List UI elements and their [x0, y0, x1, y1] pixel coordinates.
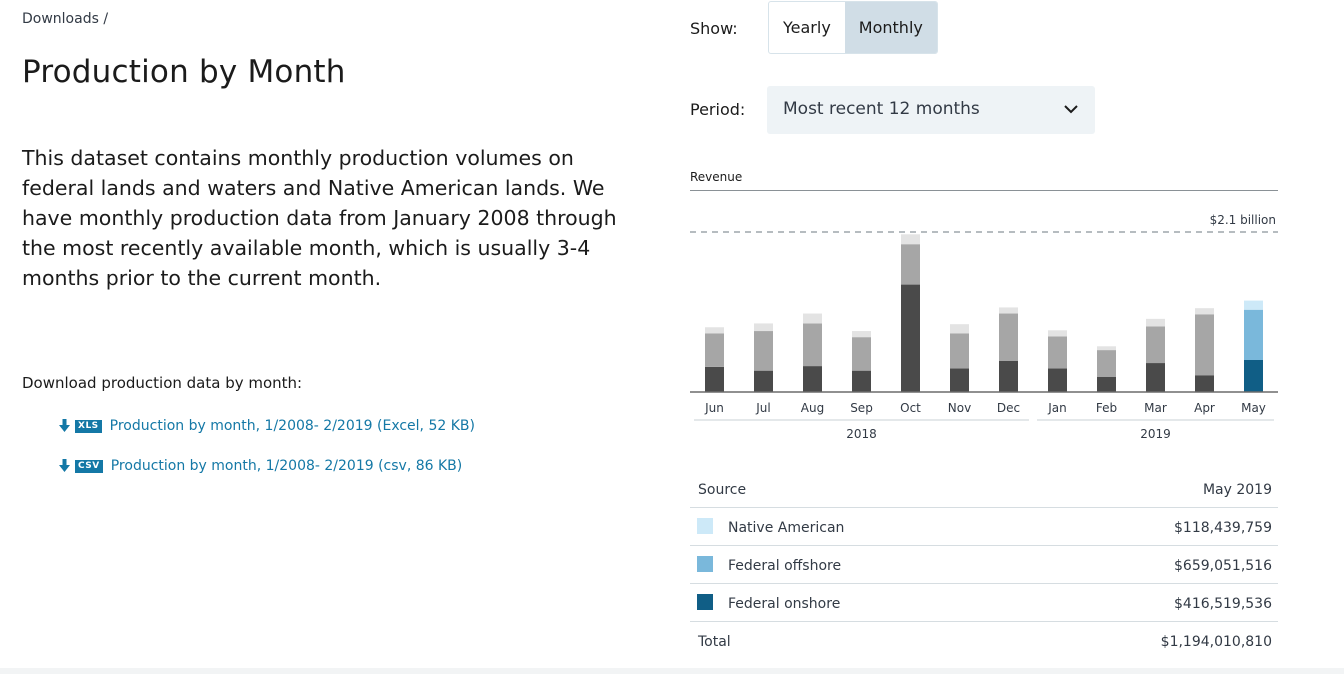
- download-heading: Download production data by month:: [22, 374, 303, 392]
- table-row: Native American $118,439,759: [690, 508, 1278, 546]
- federal-offshore-swatch: [697, 556, 713, 572]
- download-csv-link[interactable]: CSV Production by month, 1/2008- 2/2019 …: [59, 458, 462, 474]
- bar-apr-federal-offshore[interactable]: [1195, 314, 1214, 376]
- table-row: Federal offshore $659,051,516: [690, 546, 1278, 584]
- table-header: Source May 2019: [690, 470, 1278, 508]
- x-tick-label: Jul: [755, 401, 770, 415]
- bar-feb-federal-onshore[interactable]: [1097, 376, 1116, 392]
- download-csv-label[interactable]: Production by month, 1/2008- 2/2019 (csv…: [110, 458, 463, 474]
- bar-sep-federal-offshore[interactable]: [852, 337, 871, 371]
- total-value: $1,194,010,810: [1160, 634, 1272, 650]
- show-label: Show:: [690, 19, 738, 38]
- revenue-table: Source May 2019 Native American $118,439…: [690, 470, 1278, 660]
- dataset-description: This dataset contains monthly production…: [22, 146, 617, 290]
- bar-oct-native-american[interactable]: [901, 234, 920, 245]
- table-row-value: $118,439,759: [1174, 520, 1272, 536]
- bar-sep-federal-onshore[interactable]: [852, 370, 871, 392]
- source-header: Source: [698, 482, 747, 498]
- toggle-monthly[interactable]: Monthly: [844, 2, 937, 53]
- table-row-value: $659,051,516: [1174, 558, 1272, 574]
- page-footer-band: [0, 668, 1344, 674]
- bar-feb-native-american[interactable]: [1097, 346, 1116, 351]
- show-toggle: Yearly Monthly: [768, 1, 938, 54]
- chevron-down-icon: [1064, 105, 1078, 114]
- bar-dec-federal-onshore[interactable]: [999, 360, 1018, 392]
- year-labels: 2018 2019: [694, 419, 1274, 441]
- bar-jan-native-american[interactable]: [1048, 330, 1067, 337]
- bar-oct-federal-offshore[interactable]: [901, 244, 920, 285]
- bar-sep-native-american[interactable]: [852, 331, 871, 338]
- federal-onshore-swatch: [697, 594, 713, 610]
- bar-apr-federal-onshore[interactable]: [1195, 375, 1214, 392]
- x-tick-label: Nov: [948, 401, 971, 415]
- bar-may-native-american[interactable]: [1244, 300, 1263, 310]
- native-american-swatch: [697, 518, 713, 534]
- bar-apr-native-american[interactable]: [1195, 308, 1214, 315]
- period-select-value: Most recent 12 months: [783, 99, 980, 119]
- bar-nov-native-american[interactable]: [950, 324, 969, 334]
- bar-dec-federal-offshore[interactable]: [999, 313, 1018, 361]
- x-tick-label: Feb: [1096, 401, 1117, 415]
- bar-jul-federal-offshore[interactable]: [754, 331, 773, 371]
- bar-aug-native-american[interactable]: [803, 313, 822, 324]
- x-tick-label: Apr: [1194, 401, 1215, 415]
- x-tick-label: Sep: [850, 401, 873, 415]
- page-title: Production by Month: [22, 54, 346, 90]
- bar-jul-federal-onshore[interactable]: [754, 370, 773, 392]
- x-tick-label: Aug: [801, 401, 824, 415]
- bar-jan-federal-onshore[interactable]: [1048, 368, 1067, 392]
- xls-file-icon: XLS: [75, 419, 102, 433]
- year-label: 2019: [1140, 427, 1171, 441]
- download-xls-label[interactable]: Production by month, 1/2008- 2/2019 (Exc…: [109, 418, 475, 434]
- bar-jun-federal-offshore[interactable]: [705, 333, 724, 367]
- csv-file-icon: CSV: [75, 459, 103, 473]
- table-row: Federal onshore $416,519,536: [690, 584, 1278, 622]
- x-tick-label: Mar: [1144, 401, 1167, 415]
- bar-nov-federal-onshore[interactable]: [950, 368, 969, 392]
- bar-mar-federal-offshore[interactable]: [1146, 326, 1165, 364]
- table-row-value: $416,519,536: [1174, 596, 1272, 612]
- breadcrumb[interactable]: Downloads /: [22, 11, 109, 27]
- bar-jan-federal-offshore[interactable]: [1048, 336, 1067, 369]
- bar-aug-federal-offshore[interactable]: [803, 323, 822, 367]
- bar-nov-federal-offshore[interactable]: [950, 333, 969, 369]
- download-xls-link[interactable]: XLS Production by month, 1/2008- 2/2019 …: [59, 418, 475, 434]
- x-tick-label: May: [1241, 401, 1266, 415]
- bar-oct-federal-onshore[interactable]: [901, 284, 920, 392]
- chart-title: Revenue: [690, 170, 743, 184]
- chart-panel: Show: Yearly Monthly Period: Most recent…: [690, 0, 1280, 674]
- table-total-row: Total $1,194,010,810: [690, 622, 1278, 660]
- bar-may-federal-offshore[interactable]: [1244, 309, 1263, 360]
- period-header: May 2019: [1202, 482, 1272, 498]
- bar-aug-federal-onshore[interactable]: [803, 366, 822, 392]
- x-tick-label: Jun: [704, 401, 724, 415]
- bar-jun-native-american[interactable]: [705, 327, 724, 334]
- bar-dec-native-american[interactable]: [999, 307, 1018, 314]
- chart-title-rule: [690, 190, 1278, 191]
- period-label: Period:: [690, 100, 746, 119]
- bar-mar-federal-onshore[interactable]: [1146, 363, 1165, 392]
- bar-may-federal-onshore[interactable]: [1244, 360, 1263, 392]
- x-tick-label: Dec: [997, 401, 1020, 415]
- x-tick-label: Jan: [1047, 401, 1067, 415]
- reference-line-label: $2.1 billion: [1210, 213, 1276, 227]
- toggle-yearly[interactable]: Yearly: [783, 18, 831, 37]
- bar-feb-federal-offshore[interactable]: [1097, 350, 1116, 377]
- bar-mar-native-american[interactable]: [1146, 318, 1165, 327]
- year-label: 2018: [846, 427, 877, 441]
- total-label: Total: [698, 634, 731, 650]
- download-arrow-icon: [59, 419, 70, 432]
- table-row-label: Native American: [728, 520, 845, 536]
- bar-jun-federal-onshore[interactable]: [705, 366, 724, 392]
- x-tick-labels: Jun Jul Aug Sep Oct Nov Dec Jan Feb Mar Apr May: [704, 401, 1266, 415]
- revenue-chart: $2.1 billion Jun Jul Aug Sep Oct Nov Dec Jan Feb…: [690, 213, 1278, 441]
- bar-group: [705, 234, 1263, 392]
- download-arrow-icon: [59, 459, 70, 472]
- x-tick-label: Oct: [900, 401, 921, 415]
- period-select[interactable]: Most recent 12 months: [767, 86, 1095, 134]
- table-row-label: Federal offshore: [728, 558, 842, 574]
- bar-jul-native-american[interactable]: [754, 323, 773, 332]
- table-row-label: Federal onshore: [728, 596, 841, 612]
